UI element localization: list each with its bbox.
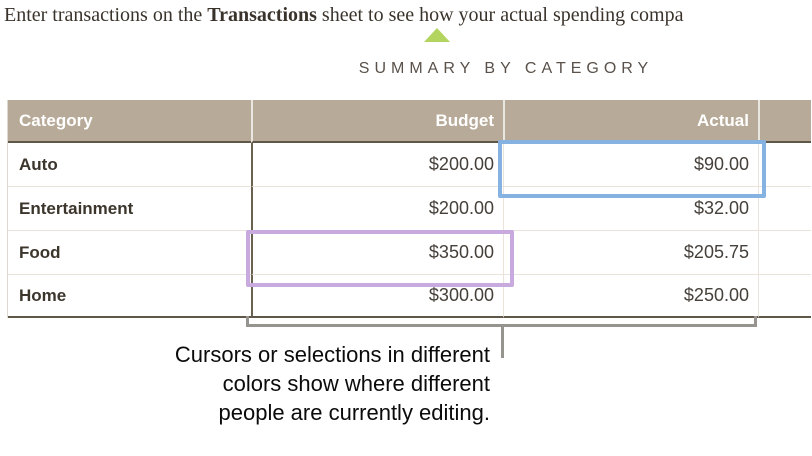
cell-category[interactable]: Entertainment: [8, 187, 251, 231]
cell-budget[interactable]: $300.00: [251, 275, 503, 318]
callout-bracket-left-tick: [246, 316, 249, 327]
callout-triangle-icon: [424, 28, 450, 42]
caption-line: people are currently editing.: [218, 400, 491, 425]
cell-actual[interactable]: $250.00: [503, 275, 758, 318]
caption-line: colors show where different: [222, 371, 490, 396]
column-header-extra[interactable]: [758, 100, 811, 143]
caption-text: Cursors or selections in different color…: [20, 340, 490, 427]
instruction-sheet-name: Transactions: [207, 4, 317, 26]
column-header-category[interactable]: Category: [8, 100, 251, 143]
cell-actual[interactable]: $32.00: [503, 187, 758, 231]
column-header-actual[interactable]: Actual: [503, 100, 758, 143]
caption-line: Cursors or selections in different: [174, 342, 490, 367]
summary-table: Category Budget Actual Auto $200.00 $90.…: [7, 100, 811, 318]
instruction-text: Enter transactions on the Transactions s…: [4, 4, 683, 27]
callout-bracket-stem: [501, 324, 504, 358]
cell-budget[interactable]: $200.00: [251, 187, 503, 231]
cell-budget[interactable]: $200.00: [251, 143, 503, 187]
instruction-suffix: sheet to see how your actual spending co…: [316, 4, 684, 26]
column-header-budget[interactable]: Budget: [251, 100, 503, 143]
cell-extra[interactable]: [758, 275, 811, 318]
cell-actual[interactable]: $90.00: [503, 143, 758, 187]
cell-actual[interactable]: $205.75: [503, 231, 758, 275]
cell-category[interactable]: Auto: [8, 143, 251, 187]
cell-extra[interactable]: [758, 231, 811, 275]
callout-bracket-right-tick: [754, 316, 757, 327]
cell-category[interactable]: Home: [8, 275, 251, 318]
cell-category[interactable]: Food: [8, 231, 251, 275]
instruction-prefix: Enter transactions on the: [4, 4, 208, 26]
cell-extra[interactable]: [758, 143, 811, 187]
cell-budget[interactable]: $350.00: [251, 231, 503, 275]
table-title: SUMMARY BY CATEGORY: [358, 60, 654, 77]
cell-extra[interactable]: [758, 187, 811, 231]
